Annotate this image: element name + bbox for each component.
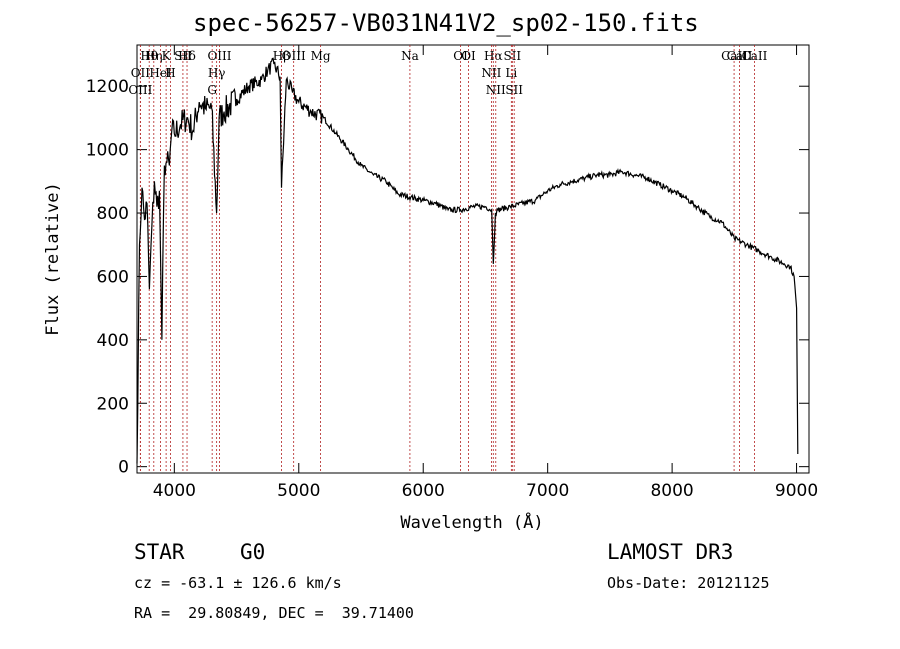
chart-title: spec-56257-VB031N41V2_sp02-150.fits bbox=[193, 9, 699, 37]
y-tick-label: 200 bbox=[97, 394, 129, 414]
x-tick-label: 4000 bbox=[153, 481, 196, 501]
x-tick-label: 8000 bbox=[650, 481, 693, 501]
spectral-line-label: CaII bbox=[742, 49, 768, 63]
spectral-line-label: SII bbox=[505, 83, 523, 97]
spectral-line-label: G bbox=[207, 83, 217, 97]
plot-frame bbox=[136, 44, 810, 474]
spectral-line-label: Hα bbox=[484, 49, 503, 63]
spectral-line-label: Na bbox=[401, 49, 419, 63]
spectral-line-label: Li bbox=[505, 66, 517, 80]
y-tick-label: 800 bbox=[97, 204, 129, 224]
object-class: STAR bbox=[134, 540, 185, 564]
axis-ticks: 4000 5000 6000 7000 8000 9000 0 200 400 600 800 100… bbox=[86, 45, 818, 501]
redshift-velocity: cz = -63.1 ± 126.6 km/s bbox=[134, 574, 342, 592]
spectral-line-label: SII bbox=[174, 49, 192, 63]
spectral-line-label: NII bbox=[486, 83, 506, 97]
y-axis-title: Flux (relative) bbox=[43, 182, 63, 336]
y-tick-label: 0 bbox=[118, 458, 129, 478]
spectral-line-label: OIII bbox=[282, 49, 306, 63]
spectral-line-label: Hγ bbox=[208, 66, 226, 80]
y-tick-label: 1200 bbox=[86, 77, 129, 97]
y-tick-label: 1000 bbox=[86, 141, 129, 161]
y-tick-label: 400 bbox=[97, 331, 129, 351]
x-tick-label: 9000 bbox=[775, 481, 818, 501]
spectral-line-label: Hβ bbox=[273, 49, 290, 63]
spectral-line-label: H bbox=[165, 66, 175, 80]
spectral-line-label: CaII bbox=[727, 49, 753, 63]
survey-name: LAMOST DR3 bbox=[607, 540, 734, 564]
spectral-line-label: SII bbox=[503, 49, 521, 63]
x-tick-label: 7000 bbox=[526, 481, 569, 501]
coordinates: RA = 29.80849, DEC = 39.71400 bbox=[134, 604, 414, 622]
spectral-line-label: K bbox=[162, 49, 172, 63]
spectral-line-label: CaII bbox=[721, 49, 747, 63]
spectral-line-label: Hδ bbox=[178, 49, 196, 63]
spectral-line-label: NII bbox=[481, 66, 501, 80]
flux-series-line bbox=[136, 57, 799, 464]
y-tick-label: 600 bbox=[97, 267, 129, 287]
spectral-line-label: OI bbox=[453, 49, 468, 63]
spectral-line-label: OI bbox=[461, 49, 476, 63]
observation-date: Obs-Date: 20121125 bbox=[607, 574, 770, 592]
x-tick-label: 6000 bbox=[402, 481, 445, 501]
spectral-line-label: OIII bbox=[207, 49, 231, 63]
spectral-line-label: OIII bbox=[128, 83, 152, 97]
spectral-line-label: Mg bbox=[311, 49, 331, 63]
spectral-line-label: Hη bbox=[145, 49, 163, 63]
spectral-line-label: HeI bbox=[149, 66, 172, 80]
x-tick-label: 5000 bbox=[277, 481, 320, 501]
x-axis-title: Wavelength (Å) bbox=[400, 511, 543, 533]
spectral-line-label: Hθ bbox=[140, 49, 158, 63]
object-subclass: G0 bbox=[240, 540, 266, 564]
